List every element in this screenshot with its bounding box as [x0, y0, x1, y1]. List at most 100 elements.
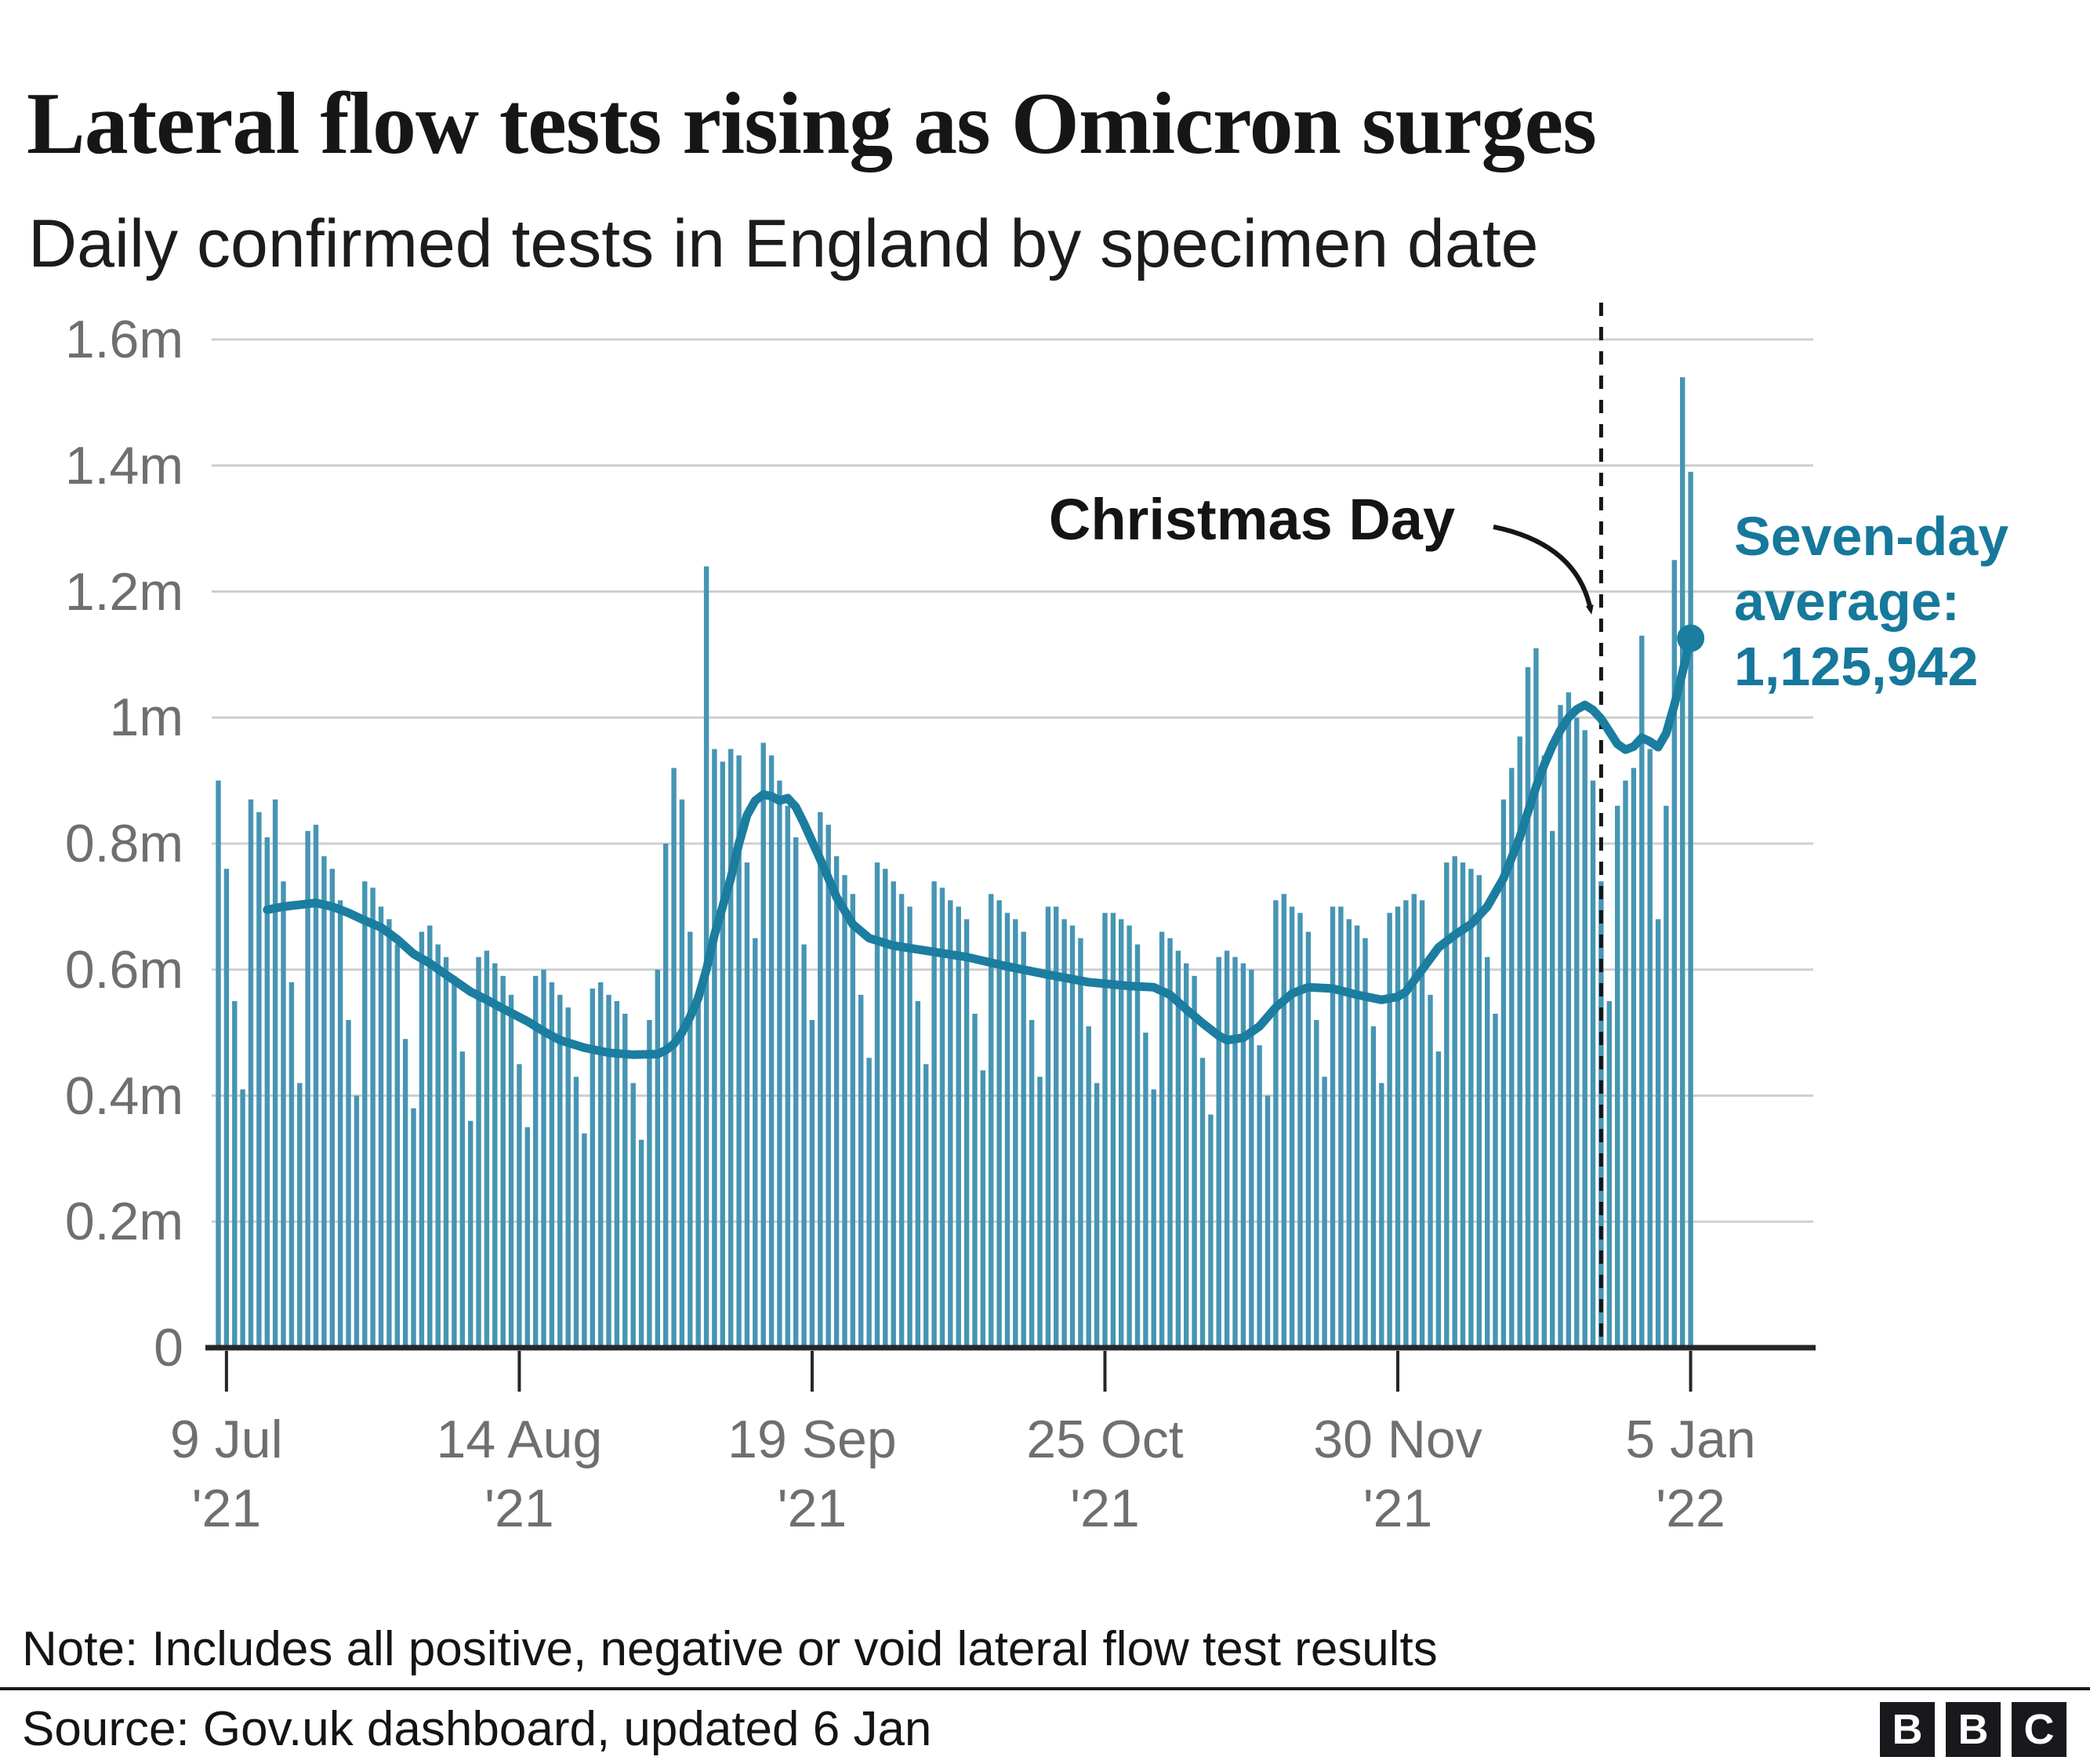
bar	[809, 1020, 815, 1348]
bar	[1493, 1014, 1498, 1348]
seven-day-average-line2: average:	[1734, 571, 1960, 632]
bar	[557, 994, 563, 1348]
bar	[1257, 1045, 1262, 1348]
bar	[1175, 950, 1181, 1348]
bar	[1061, 919, 1067, 1348]
seven-day-average-value: 1,125,942	[1734, 636, 1979, 697]
bar	[232, 1000, 238, 1348]
x-axis-label-year: '22	[1656, 1479, 1725, 1538]
annotation-seven-day-average: Seven-day average: 1,125,942	[1734, 504, 2008, 699]
bar	[500, 975, 506, 1348]
x-axis-label-date: 19 Sep	[728, 1410, 897, 1469]
bar	[419, 931, 425, 1348]
bar	[1671, 560, 1677, 1348]
bar	[1216, 956, 1221, 1348]
bar	[647, 1020, 652, 1348]
bar	[915, 1000, 920, 1348]
bar	[931, 881, 937, 1348]
bar	[825, 824, 831, 1348]
bar	[1509, 768, 1515, 1348]
bar	[858, 994, 864, 1348]
x-axis-label: 30 Nov '21	[1265, 1405, 1531, 1543]
bar	[565, 1007, 571, 1348]
bar	[1110, 913, 1116, 1348]
bar	[1045, 906, 1051, 1348]
bar	[785, 805, 790, 1348]
bar	[1615, 805, 1620, 1348]
bar	[736, 755, 742, 1348]
bar	[1452, 856, 1457, 1348]
bar	[1054, 906, 1059, 1348]
bar	[476, 956, 481, 1348]
bar	[1664, 805, 1669, 1348]
bar	[321, 856, 327, 1348]
bar	[980, 1070, 985, 1348]
bar	[614, 1000, 620, 1348]
bar	[1208, 1114, 1214, 1348]
bar	[1525, 666, 1531, 1348]
bar	[1143, 1033, 1148, 1348]
bar	[1460, 862, 1466, 1348]
bar	[720, 761, 725, 1348]
bbc-logo-letter: B	[1946, 1702, 2001, 1757]
bar	[1037, 1076, 1043, 1348]
bar	[688, 931, 693, 1348]
bar	[305, 830, 310, 1348]
bar	[256, 811, 262, 1348]
christmas-arrow	[1493, 524, 1594, 615]
bar	[1184, 963, 1189, 1348]
x-axis-label-year: '21	[1070, 1479, 1140, 1538]
bar	[1281, 894, 1286, 1348]
seven-day-average-end-dot	[1677, 624, 1705, 652]
bar	[508, 994, 514, 1348]
x-axis-label-year: '21	[1362, 1479, 1433, 1538]
bar	[354, 1095, 360, 1348]
bar	[663, 844, 669, 1348]
bar	[1688, 471, 1693, 1348]
bar	[801, 944, 807, 1348]
bar	[1167, 938, 1173, 1348]
bar	[1265, 1095, 1271, 1348]
bar	[768, 755, 775, 1348]
bar	[1403, 900, 1409, 1348]
bar	[1013, 919, 1018, 1348]
footnote: Note: Includes all positive, negative or…	[22, 1622, 1438, 1676]
bar	[760, 742, 766, 1348]
bar	[541, 969, 546, 1348]
bar	[1134, 944, 1141, 1348]
bar	[1273, 900, 1279, 1348]
seven-day-average-line	[263, 633, 1696, 1059]
bar	[1224, 950, 1230, 1348]
bar	[996, 900, 1002, 1348]
bar	[948, 900, 953, 1348]
bar	[590, 988, 595, 1348]
bar	[891, 881, 896, 1348]
bar	[1354, 925, 1360, 1348]
bar	[459, 1051, 465, 1348]
bar	[484, 950, 490, 1348]
bar	[1590, 780, 1596, 1348]
bar	[1411, 894, 1417, 1348]
bar	[1249, 969, 1254, 1348]
y-axis-label: 1.6m	[64, 310, 183, 369]
y-axis-label: 0.6m	[64, 939, 183, 1000]
x-axis-label-year: '21	[777, 1479, 847, 1538]
bar	[337, 900, 343, 1348]
bar	[297, 1083, 303, 1348]
bar	[240, 1089, 245, 1348]
bar	[1541, 755, 1547, 1348]
bar	[549, 982, 555, 1348]
bar	[1428, 994, 1433, 1348]
x-axis-label-date: 9 Jul	[170, 1410, 283, 1469]
bar	[443, 956, 449, 1348]
bar	[216, 780, 221, 1348]
y-axis-label: 1m	[109, 688, 183, 748]
bar	[1240, 963, 1246, 1348]
bar	[1289, 906, 1295, 1348]
bar	[1647, 749, 1653, 1348]
bar	[272, 799, 278, 1348]
bar	[712, 749, 717, 1348]
bar	[1639, 635, 1645, 1348]
bar	[1078, 938, 1083, 1348]
